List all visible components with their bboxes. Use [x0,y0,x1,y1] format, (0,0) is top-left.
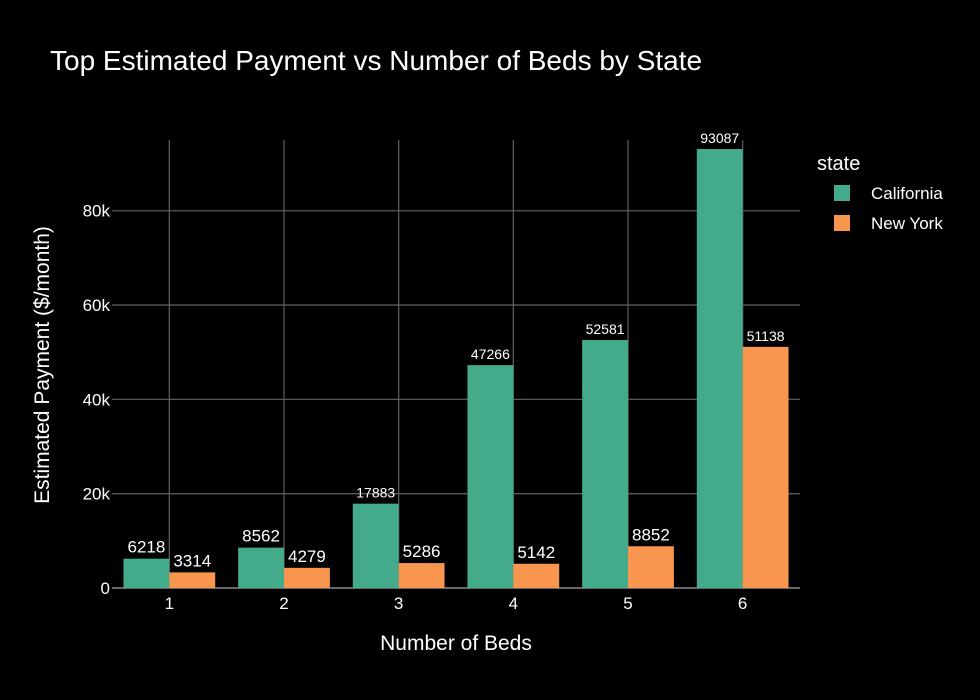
y-axis-title: Estimated Payment ($/month) [31,226,54,504]
chart-title: Top Estimated Payment vs Number of Beds … [50,45,702,76]
bar-new-york[interactable] [284,567,330,588]
bar-new-york[interactable] [398,563,445,588]
bar-california[interactable] [467,365,514,588]
bar-new-york[interactable] [742,346,789,588]
data-label-new-york: 3314 [173,551,211,570]
data-label-california: 8562 [242,527,280,546]
data-label-california: 17883 [356,485,395,501]
legend: state California New York [817,153,943,233]
legend-title: state [817,153,860,175]
legend-swatch-new-york[interactable] [834,215,850,231]
data-label-new-york: 51138 [747,328,785,344]
data-labels-layer: 6218 8562 17883 47266 52581 93087 3314 4279 5286… [127,130,784,570]
data-label-california: 6218 [127,538,165,557]
x-tick-label: 6 [738,594,747,613]
bar-california[interactable] [696,149,743,588]
x-tick-label: 3 [394,594,403,613]
y-tick-label: 80k [83,202,111,221]
ticks-layer: 0 20k 40k 60k 80k 1 2 3 4 5 6 [83,202,748,613]
x-axis-title: Number of Beds [380,632,532,655]
bar-california[interactable] [352,503,399,588]
data-label-new-york: 5286 [403,542,441,561]
bar-new-york[interactable] [628,546,674,588]
bar-california[interactable] [582,340,628,588]
data-label-new-york: 5142 [517,543,555,562]
data-label-california: 47266 [471,346,510,362]
bars-layer [123,149,789,588]
x-tick-label: 5 [623,594,632,613]
y-tick-label: 20k [83,485,111,504]
x-tick-label: 1 [165,594,174,613]
legend-label-new-york[interactable]: New York [871,214,943,233]
y-tick-label: 60k [83,296,111,315]
data-label-california: 93087 [700,130,739,146]
bar-new-york[interactable] [169,572,216,588]
bar-california[interactable] [238,547,284,588]
legend-swatch-california[interactable] [834,185,850,201]
y-tick-label: 0 [101,579,110,598]
data-label-new-york: 4279 [288,547,326,566]
legend-label-california[interactable]: California [871,184,943,203]
x-tick-label: 2 [279,594,288,613]
y-tick-label: 40k [83,390,111,409]
data-label-new-york: 8852 [632,525,670,544]
bar-california[interactable] [123,558,170,588]
x-tick-label: 4 [509,594,518,613]
data-label-california: 52581 [586,321,625,337]
bar-new-york[interactable] [513,563,560,588]
